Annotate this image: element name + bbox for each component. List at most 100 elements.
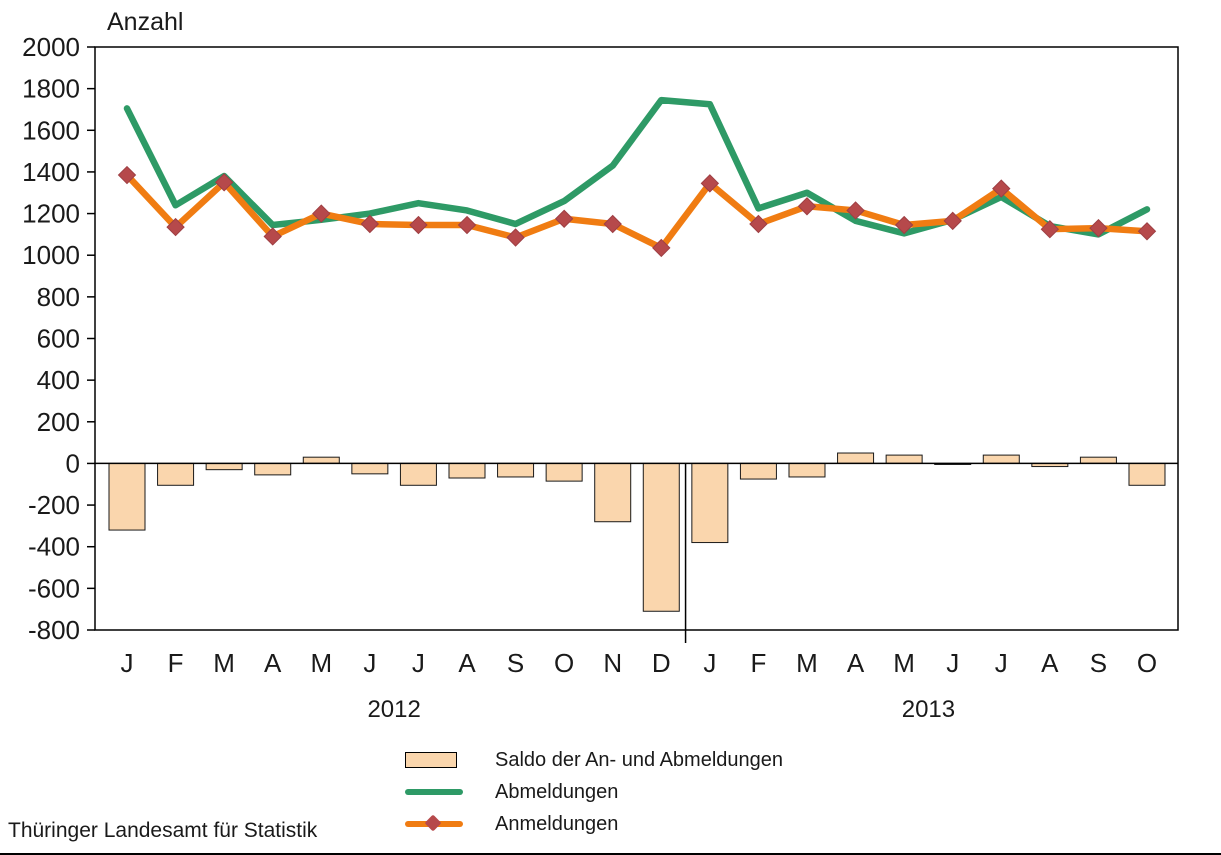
saldo-bar [545, 462, 583, 482]
saldo-bar [837, 452, 875, 464]
anmeldungen-marker [943, 211, 962, 231]
x-axis-label: J [121, 648, 134, 678]
x-axis-label: J [703, 648, 716, 678]
saldo-bar [885, 454, 923, 464]
anmeldungen-marker [700, 174, 720, 193]
y-tick-label: 1400 [22, 157, 80, 187]
source-text: Thüringer Landesamt für Statistik [8, 819, 318, 842]
y-tick-label: 1600 [22, 115, 80, 145]
legend-item-saldo: Saldo der An- und Abmeldungen [405, 749, 783, 771]
anmeldungen-markers [117, 165, 1157, 258]
legend: Saldo der An- und Abmeldungen Abmeldunge… [405, 749, 783, 835]
y-tick-label: 800 [37, 282, 80, 312]
anmeldungen-marker [749, 214, 768, 234]
anmeldungen-marker [846, 201, 865, 220]
anmeldungen-diamond-icon [424, 814, 442, 832]
saldo-bars [108, 452, 1166, 612]
anmeldungen-marker [603, 214, 622, 234]
anmeldungen-marker [797, 197, 817, 216]
y-tick-label: -200 [28, 490, 80, 520]
legend-item-abmeldungen: Abmeldungen [405, 781, 783, 803]
anmeldungen-marker [554, 209, 574, 228]
x-axis-label: N [603, 648, 622, 678]
y-tick-label: 0 [66, 448, 80, 478]
saldo-bar [254, 462, 292, 476]
anmeldungen-marker [312, 204, 331, 223]
y-axis: 2000180016001400120010008006004002000-20… [22, 32, 95, 645]
x-axis-label: A [1041, 648, 1059, 678]
y-tick-label: 1200 [22, 199, 80, 229]
anmeldungen-marker [1089, 218, 1108, 238]
saldo-bar [642, 462, 680, 612]
anmeldungen-marker [1040, 219, 1060, 239]
anmeldungen-marker [457, 215, 477, 235]
saldo-bar [302, 456, 340, 464]
saldo-bar [739, 462, 777, 480]
saldo-bar [157, 462, 195, 486]
y-tick-label: 400 [37, 365, 80, 395]
saldo-bar [108, 462, 146, 531]
x-axis-label: M [796, 648, 818, 678]
y-tick-label: 600 [37, 324, 80, 354]
saldo-bar [1079, 456, 1117, 464]
anmeldungen-marker [652, 238, 671, 258]
x-axis-label: J [363, 648, 376, 678]
year-label: 2012 [367, 696, 420, 723]
x-axis-label: M [893, 648, 915, 678]
x-axis-label: O [1137, 648, 1157, 678]
saldo-bar [497, 462, 535, 478]
saldo-bar [205, 462, 243, 471]
anmeldungen-marker [166, 217, 185, 237]
saldo-bar [1128, 462, 1166, 486]
x-axis-label: F [168, 648, 184, 678]
x-axis-label: J [995, 648, 1008, 678]
saldo-bar [691, 462, 729, 544]
anmeldungen-marker [506, 228, 525, 247]
anmeldungen-marker [894, 215, 914, 235]
chart: Anzahl2000180016001400120010008006004002… [22, 8, 1179, 723]
legend-item-anmeldungen: Anmeldungen [405, 813, 783, 835]
x-axis-label: A [264, 648, 282, 678]
anmeldungen-marker [263, 227, 282, 246]
anmeldungen-line [123, 171, 1151, 252]
anmeldungen-marker [214, 173, 234, 192]
anmeldungen-marker [992, 179, 1011, 198]
saldo-bar [594, 462, 632, 523]
anmeldungen-marker [1137, 222, 1157, 241]
x-axis-label: A [847, 648, 865, 678]
x-axis-label: D [652, 648, 671, 678]
y-axis-title: Anzahl [107, 8, 183, 36]
y-tick-label: 1000 [22, 240, 80, 270]
x-axis-label: F [750, 648, 766, 678]
x-axis-label: M [310, 648, 332, 678]
saldo-bar [351, 462, 389, 475]
y-tick-label: -400 [28, 532, 80, 562]
year-label: 2013 [902, 696, 955, 723]
legend-label-saldo: Saldo der An- und Abmeldungen [495, 748, 783, 771]
y-tick-label: -600 [28, 573, 80, 603]
anmeldungen-marker [117, 165, 137, 185]
saldo-bar [982, 454, 1020, 464]
saldo-bar-swatch [405, 752, 457, 768]
legend-label-abmeldungen: Abmeldungen [495, 780, 619, 803]
y-tick-label: -800 [28, 615, 80, 645]
saldo-bar [448, 462, 486, 479]
x-axis-label: A [458, 648, 476, 678]
y-tick-label: 2000 [22, 32, 80, 62]
x-axis-label: S [507, 648, 524, 678]
y-tick-label: 200 [37, 407, 80, 437]
anmeldungen-marker [360, 214, 380, 234]
abmeldungen-line-swatch [405, 789, 463, 795]
abmeldungen-line [123, 96, 1151, 238]
x-axis-label: O [554, 648, 574, 678]
y-tick-label: 1800 [22, 74, 80, 104]
x-axis-label: M [213, 648, 235, 678]
x-axis-label: J [412, 648, 425, 678]
saldo-bar [399, 462, 437, 486]
legend-label-anmeldungen: Anmeldungen [495, 812, 619, 835]
saldo-bar [788, 462, 826, 478]
x-axis-label: S [1090, 648, 1107, 678]
anmeldungen-marker [409, 215, 428, 235]
